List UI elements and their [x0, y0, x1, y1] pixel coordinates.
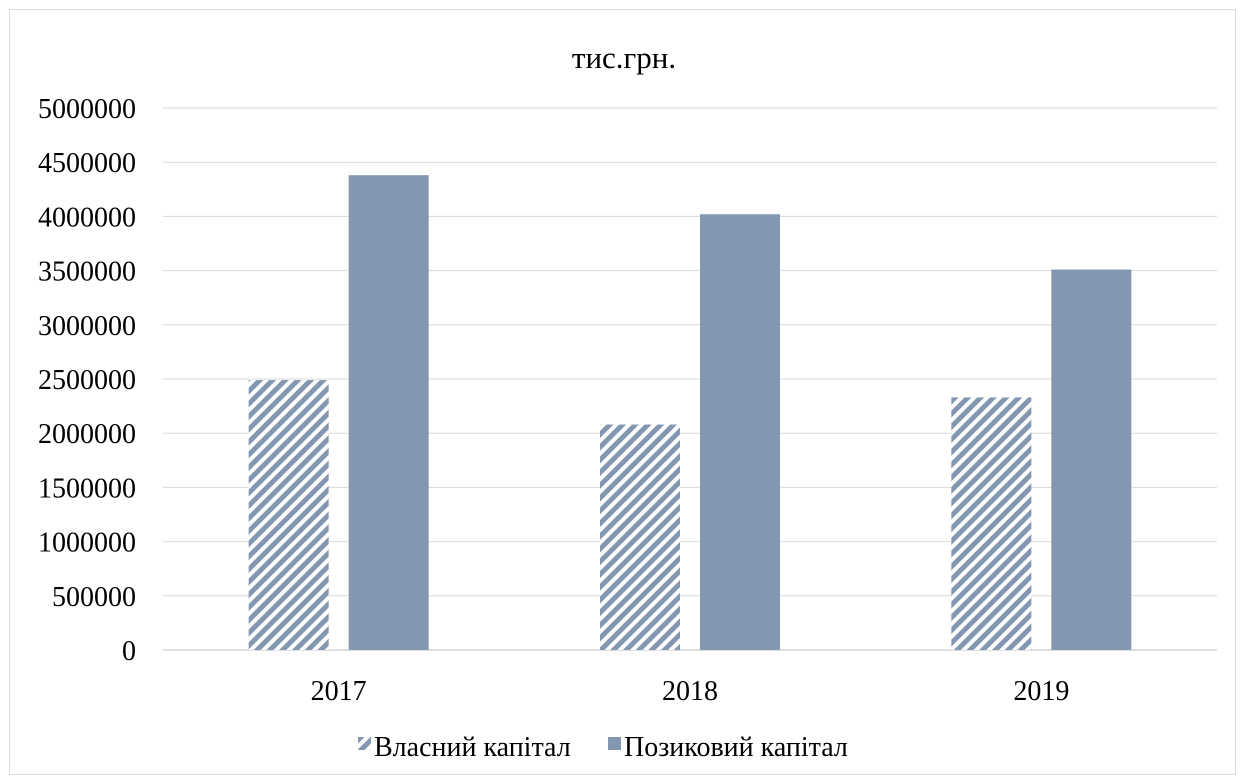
- y-tick-label: 0: [122, 636, 136, 667]
- y-axis-ticks: 0 500000 1000000 1500000 2000000 2500000 30000…: [38, 94, 136, 667]
- gridlines: [163, 107, 1217, 651]
- y-tick-label: 500000: [52, 582, 136, 613]
- y-tick-label: 2000000: [38, 419, 136, 450]
- x-tick-label: 2018: [662, 676, 718, 707]
- y-tick-label: 1000000: [38, 528, 136, 559]
- y-tick-label: 4500000: [38, 148, 136, 179]
- bars: [248, 175, 1132, 650]
- y-tick-label: 5000000: [38, 94, 136, 125]
- bar-vlasnyi-kapital-2018: [600, 424, 680, 650]
- y-tick-label: 1500000: [38, 473, 136, 504]
- bar-pozykovyi-kapital-2018: [700, 214, 780, 650]
- legend-swatch: [358, 737, 371, 750]
- x-axis-ticks: 2017 2018 2019: [311, 676, 1070, 707]
- bar-pozykovyi-kapital-2019: [1051, 269, 1132, 650]
- legend-label: Власний капітал: [374, 732, 571, 763]
- y-tick-label: 3500000: [38, 257, 136, 288]
- bar-pozykovyi-kapital-2017: [348, 175, 429, 650]
- legend-label: Позиковий капітал: [624, 732, 848, 763]
- legend: Власний капітал Позиковий капітал: [358, 732, 848, 763]
- y-tick-label: 4000000: [38, 202, 136, 233]
- bar-vlasnyi-kapital-2019: [951, 397, 1032, 650]
- legend-swatch: [608, 737, 621, 750]
- x-tick-label: 2019: [1013, 676, 1069, 707]
- x-tick-label: 2017: [311, 676, 367, 707]
- chart-title: тис.грн.: [572, 40, 676, 75]
- y-tick-label: 2500000: [38, 365, 136, 396]
- bar-vlasnyi-kapital-2017: [248, 380, 329, 650]
- y-tick-label: 3000000: [38, 311, 136, 342]
